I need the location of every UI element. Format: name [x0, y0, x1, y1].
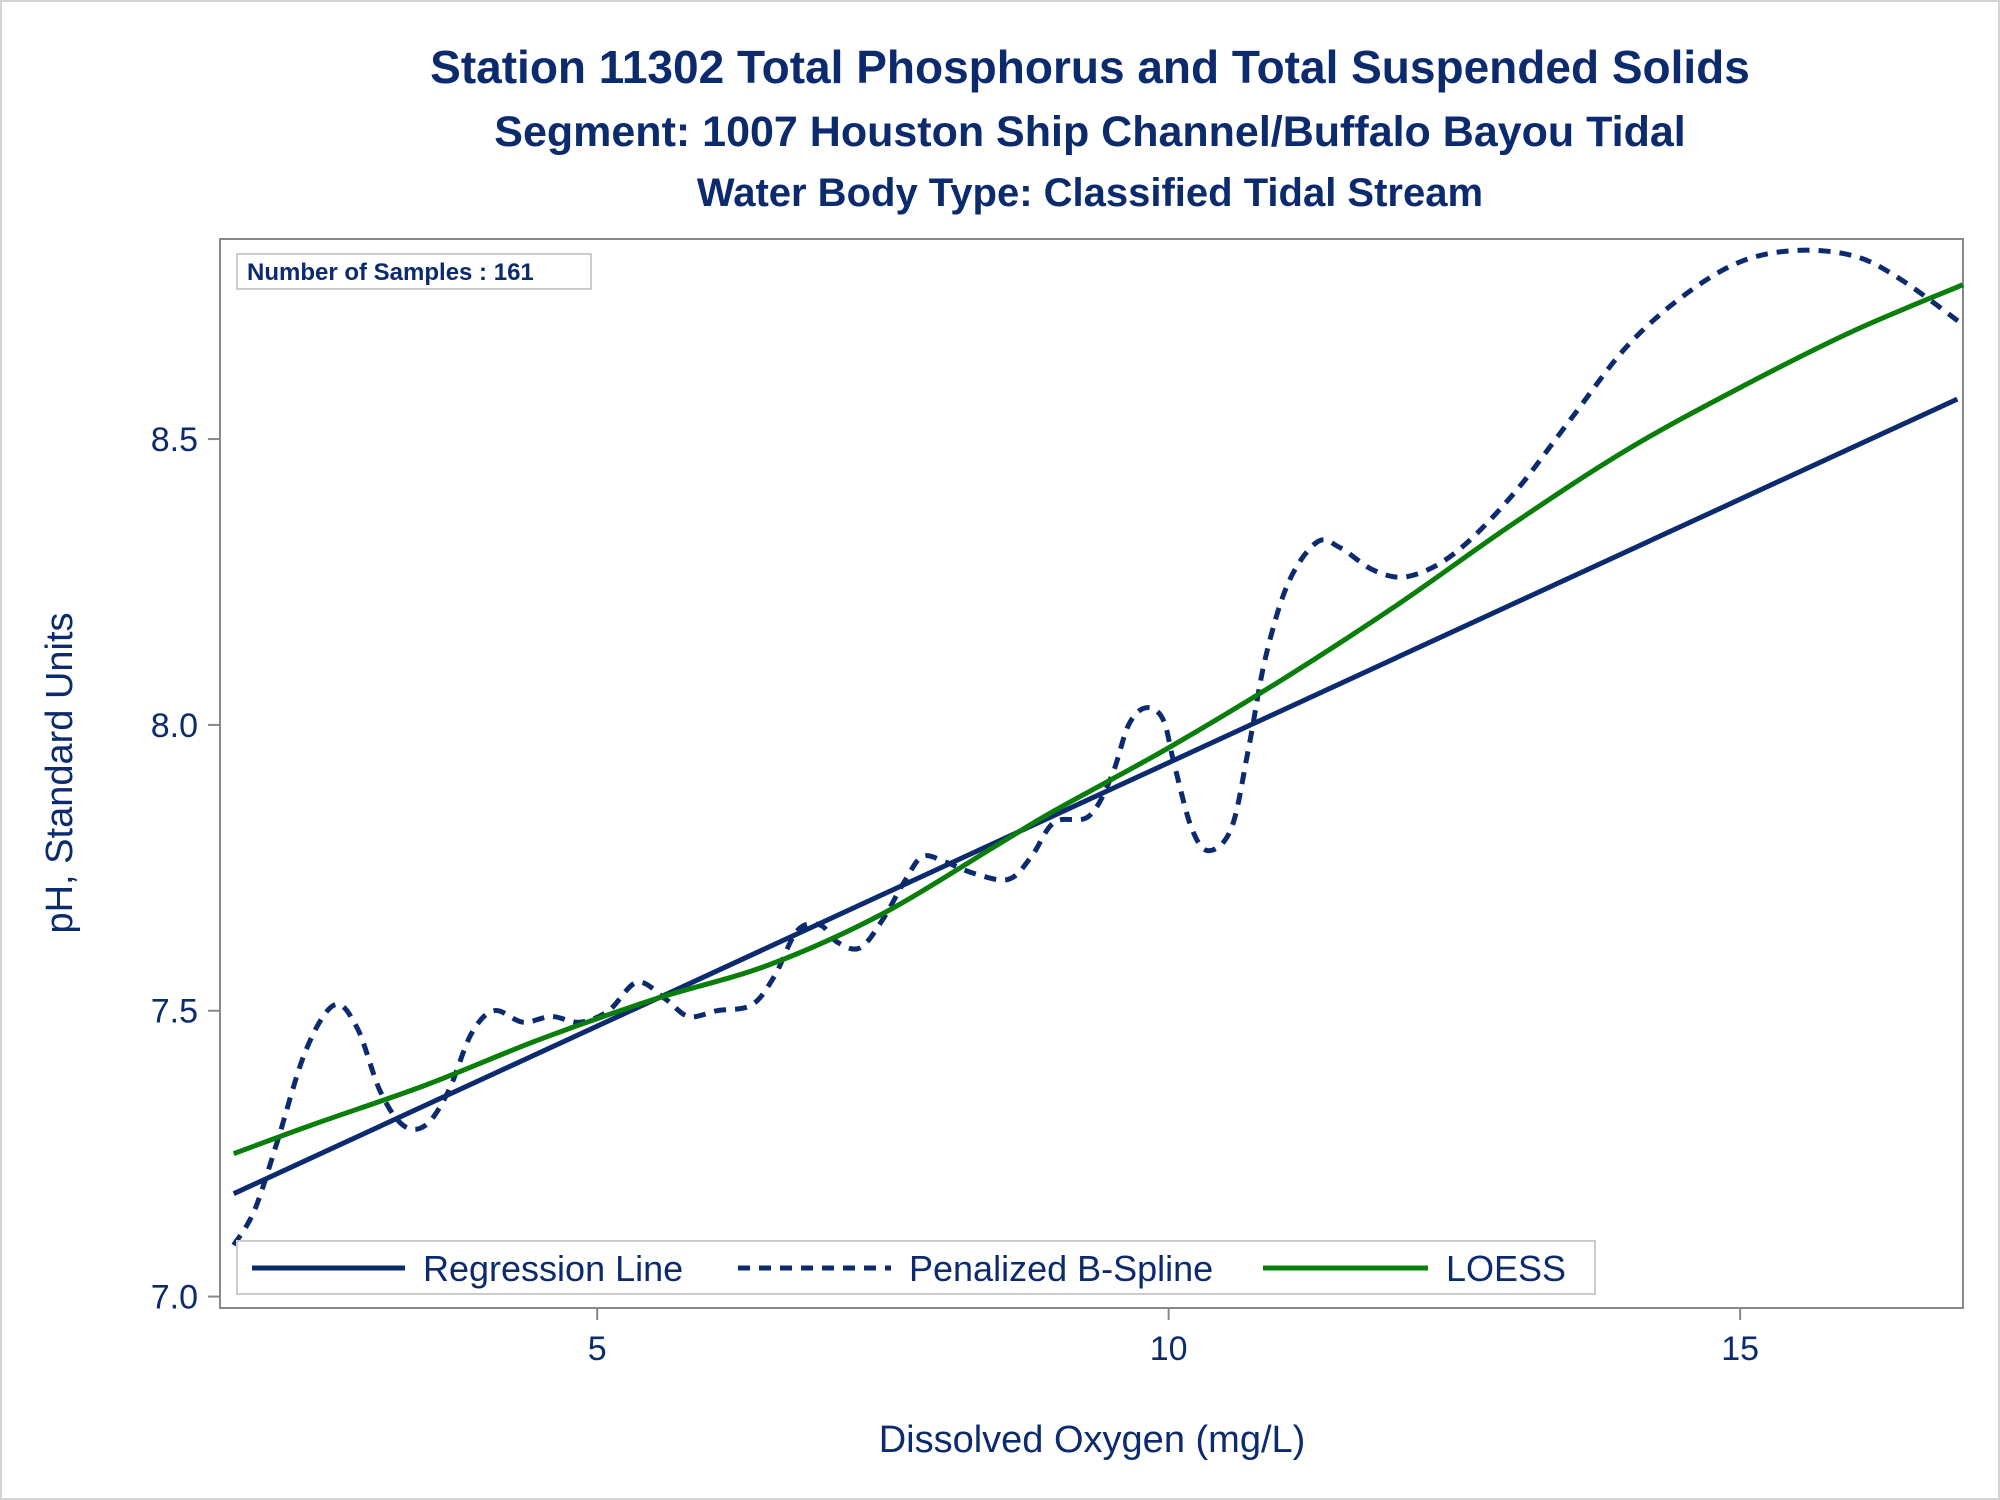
samples-inset-box	[236, 253, 592, 290]
legend: Regression Line Penalized B-Spline LOESS	[236, 1240, 1596, 1295]
x-tick-label: 15	[1721, 1330, 1759, 1368]
y-tick-label: 8.5	[151, 421, 198, 459]
y-tick-label: 7.5	[151, 993, 198, 1031]
plot-area	[219, 238, 1964, 1309]
legend-label-loess: LOESS	[1446, 1248, 1566, 1289]
x-tick-label: 10	[1150, 1330, 1188, 1368]
chart-title: Station 11302 Total Phosphorus and Total…	[430, 41, 1750, 93]
y-axis-label: pH, Standard Units	[39, 612, 81, 933]
y-axis: 7.0 7.5 8.0 8.5	[151, 421, 220, 1317]
x-tick-label: 5	[588, 1330, 607, 1368]
x-axis-label: Dissolved Oxygen (mg/L)	[879, 1419, 1306, 1461]
samples-inset: Number of Samples : 161	[236, 253, 592, 290]
chart-subtitle-2: Water Body Type: Classified Tidal Stream	[697, 171, 1483, 215]
chart-subtitle: Segment: 1007 Houston Ship Channel/Buffa…	[494, 108, 1685, 156]
x-axis: 5 10 15	[588, 1308, 1759, 1368]
loess-line	[232, 282, 1964, 1157]
penalized-b-spline-line	[231, 247, 1965, 1247]
y-tick-label: 8.0	[151, 707, 198, 745]
legend-label-spline: Penalized B-Spline	[909, 1248, 1213, 1289]
legend-label-regression: Regression Line	[423, 1248, 683, 1289]
regression-line	[232, 396, 1959, 1196]
y-tick-label: 7.0	[151, 1279, 198, 1317]
samples-label: Number of Samples : 161	[247, 259, 534, 286]
series-layer	[231, 247, 1965, 1247]
